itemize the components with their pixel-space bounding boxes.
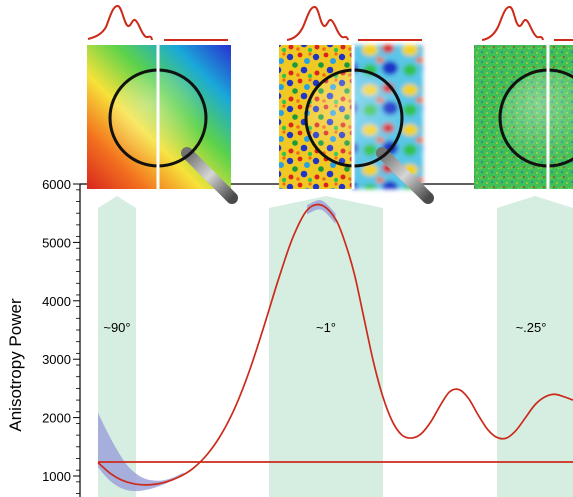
power-spectrum-icon bbox=[87, 5, 153, 41]
power-spectrum-icon bbox=[481, 6, 544, 41]
y-tick-label: 2000 bbox=[42, 411, 71, 426]
thumbnail-2 bbox=[279, 6, 434, 204]
band-1 bbox=[98, 196, 136, 497]
y-tick-label: 3000 bbox=[42, 352, 71, 367]
y-tick-label: 1000 bbox=[42, 469, 71, 484]
band-label-2: ~1° bbox=[316, 320, 336, 335]
power-spectrum-icon bbox=[286, 6, 349, 41]
band-3 bbox=[497, 196, 573, 497]
uncertainty-band bbox=[98, 200, 336, 492]
y-axis-title: Anisotropy Power bbox=[6, 298, 25, 432]
band-labels: ~90° ~1° ~.25° bbox=[103, 320, 546, 335]
band-label-1: ~90° bbox=[103, 320, 130, 335]
y-tick-label: 6000 bbox=[42, 177, 71, 192]
y-axis-ticks: 1000 2000 3000 4000 5000 6000 bbox=[42, 177, 80, 494]
uncertainty-area bbox=[98, 412, 184, 492]
band-2 bbox=[269, 196, 383, 497]
y-tick-label: 5000 bbox=[42, 235, 71, 250]
y-tick-label: 4000 bbox=[42, 294, 71, 309]
thumbnail-3 bbox=[474, 6, 573, 189]
band-label-3: ~.25° bbox=[516, 320, 547, 335]
peak-shadow-area bbox=[307, 200, 336, 224]
angular-scale-bands bbox=[98, 196, 573, 497]
anisotropy-power-curve bbox=[97, 203, 573, 486]
series-lines bbox=[97, 203, 573, 486]
thumbnail-1 bbox=[87, 5, 238, 204]
